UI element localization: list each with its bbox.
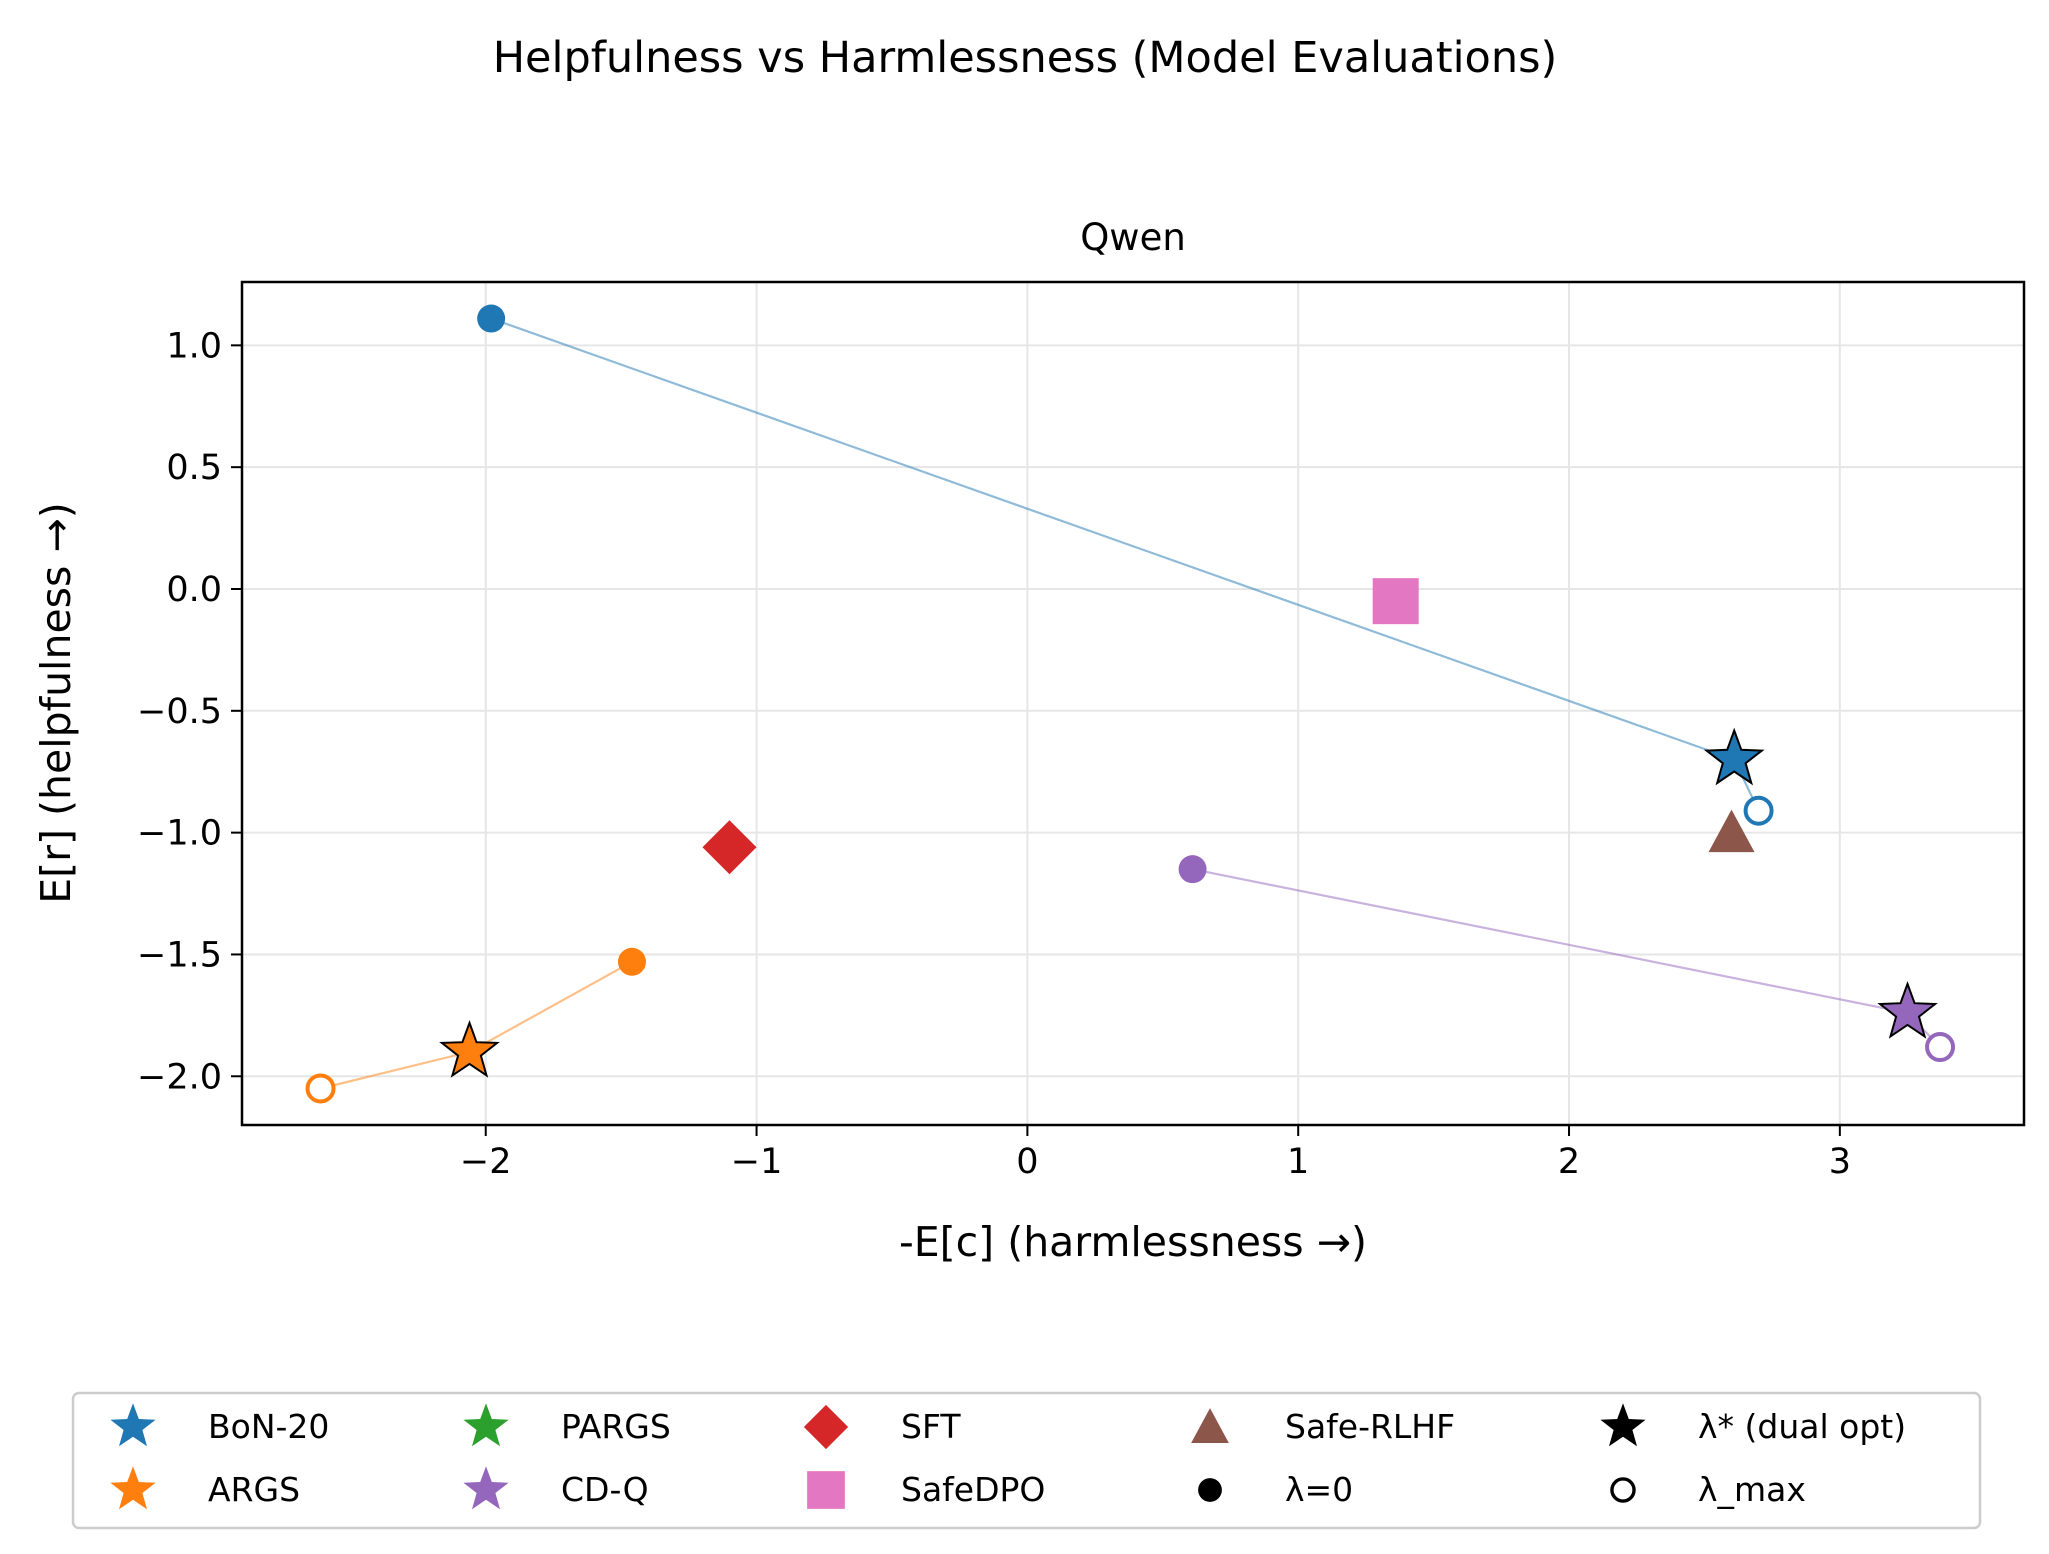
legend-label-0: λ=0	[1285, 1470, 1353, 1509]
legend-label-bon-20: BoN-20	[208, 1407, 329, 1446]
legend-label-args: ARGS	[208, 1470, 300, 1509]
axis-ticks: −2 −1 0 1 2 3 1.0 0.5 0.0 −0.5 −1.0 −1.5 −2.0	[137, 326, 1851, 1182]
legend-label-cd-q: CD-Q	[561, 1470, 649, 1509]
data-point-bon-20-star	[1703, 727, 1765, 786]
legend-label-sft: SFT	[901, 1407, 961, 1446]
data-point-cd-q-circle	[1178, 855, 1207, 884]
data-point-bon-20-circle	[477, 304, 506, 333]
legend-label-pargs: PARGS	[561, 1407, 671, 1446]
legend-label-dual-opt: λ* (dual opt)	[1698, 1407, 1906, 1446]
grid-lines	[242, 282, 2024, 1125]
y-tick-label: 0.5	[166, 448, 222, 488]
y-tick-label: −1.5	[137, 935, 222, 975]
x-tick-label: 1	[1287, 1142, 1309, 1182]
chart-title: Qwen	[1080, 216, 1186, 259]
plot-area-frame	[240, 280, 2026, 1127]
data-point-sft-diamond	[702, 820, 757, 875]
x-tick-label: −1	[731, 1142, 783, 1182]
x-tick-label: −2	[460, 1142, 512, 1182]
data-point-args-circle	[617, 947, 646, 976]
legend: BoN-20 ARGS PARGS CD-Q SFT SafeDPO Safe-RLHF λ=…	[71, 1391, 1982, 1530]
legend-label-safe-rlhf: Safe-RLHF	[1285, 1407, 1455, 1446]
legend-marker-sft	[803, 1404, 849, 1450]
x-tick-label: 3	[1829, 1142, 1851, 1182]
y-tick-label: 0.0	[166, 570, 222, 610]
data-point-args-star	[439, 1019, 500, 1078]
x-tick-label: 2	[1558, 1142, 1580, 1182]
legend-marker-pargs	[463, 1403, 509, 1447]
x-tick-label: 0	[1016, 1142, 1038, 1182]
legend-entries: BoN-20 ARGS PARGS CD-Q SFT SafeDPO Safe-RLHF λ=…	[110, 1403, 1906, 1510]
data-series	[305, 304, 1956, 1104]
y-tick-label: −1.0	[137, 814, 222, 854]
legend-marker-cd-q	[463, 1466, 509, 1510]
data-point-cd-q-open-circle	[1925, 1032, 1956, 1063]
y-tick-label: −2.0	[137, 1057, 222, 1097]
data-point-args-open-circle	[305, 1073, 336, 1104]
legend-label-safedpo: SafeDPO	[901, 1470, 1045, 1509]
legend-marker-bon-20	[110, 1403, 156, 1447]
legend-marker-args	[110, 1466, 156, 1510]
y-tick-label: 1.0	[166, 326, 222, 366]
figure-suptitle: Helpfulness vs Harmlessness (Model Evalu…	[493, 33, 1558, 83]
data-point-safe-rlhf-triangle	[1708, 809, 1755, 853]
legend-frame	[71, 1391, 1982, 1530]
data-point-cd-q-star	[1877, 980, 1938, 1039]
data-point-safedpo-square	[1372, 578, 1419, 625]
legend-marker-dual-opt	[1600, 1403, 1646, 1447]
data-point-bon-20-open-circle	[1743, 795, 1774, 826]
legend-marker-0	[1198, 1478, 1222, 1502]
legend-marker-safedpo	[807, 1471, 845, 1509]
series-line-cd-q	[1192, 868, 1941, 1048]
legend-marker-safe-rlhf	[1191, 1408, 1229, 1444]
x-axis-label: -E[c] (harmlessness →)	[899, 1218, 1367, 1266]
legend-label-max: λ_max	[1698, 1470, 1806, 1509]
legend-marker-max	[1610, 1477, 1636, 1503]
y-tick-label: −0.5	[137, 692, 222, 732]
y-axis-label: E[r] (helpfulness →)	[32, 502, 80, 904]
